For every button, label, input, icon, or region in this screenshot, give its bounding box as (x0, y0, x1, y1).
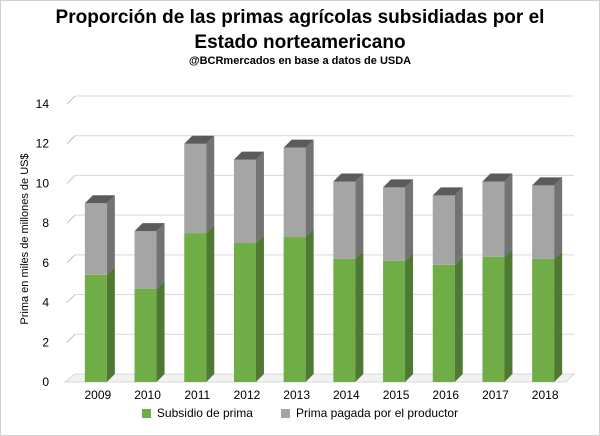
chart-legend: Subsidio de prima Prima pagada por el pr… (1, 406, 599, 420)
bar-productor-2010 (134, 231, 157, 289)
bar-productor-2018 (532, 185, 555, 259)
y-tick-label: 4 (42, 296, 49, 310)
bar-subsidio-2012 (233, 243, 256, 382)
legend-swatch-subsidio (141, 408, 151, 418)
bar-top-2009 (84, 195, 115, 204)
gridline-slant (66, 254, 76, 264)
bar-subsidio-2016 (432, 264, 455, 382)
bar-subsidio-2013 (283, 237, 306, 382)
bar-top-2018 (532, 177, 563, 186)
gridline-slant (66, 135, 76, 145)
chart-subtitle: @BCRmercados en base a datos de USDA (188, 55, 412, 67)
bar-side-0-2013 (305, 229, 314, 382)
chart-title: Proporción de las primas agrícolas subsi… (55, 7, 545, 28)
x-tick-label-2013: 2013 (283, 388, 310, 401)
bar-top-2016 (432, 187, 463, 196)
x-tick-label-2010: 2010 (134, 388, 161, 401)
bar-top-2017 (482, 173, 513, 182)
bar-side-0-2011 (206, 225, 215, 382)
bar-side-1-2014 (355, 173, 364, 259)
bar-subsidio-2011 (184, 233, 207, 382)
bar-top-2013 (283, 139, 314, 148)
x-tick-label-2009: 2009 (84, 388, 111, 401)
gridline-slant (66, 214, 76, 224)
bar-side-0-2017 (504, 248, 513, 382)
bar-subsidio-2017 (482, 256, 505, 382)
bar-productor-2012 (233, 159, 256, 243)
bar-subsidio-2015 (383, 260, 406, 382)
bar-side-1-2015 (405, 179, 414, 261)
legend-swatch-productor (280, 408, 290, 418)
bar-top-2011 (184, 135, 215, 144)
bar-side-1-2013 (305, 139, 314, 238)
bar-side-0-2014 (355, 250, 364, 382)
legend-item-productor: Prima pagada por el productor (280, 406, 459, 420)
gridline-slant (66, 95, 76, 105)
bar-subsidio-2010 (134, 288, 157, 382)
bar-productor-2011 (184, 143, 207, 234)
x-tick-label-2016: 2016 (432, 388, 459, 401)
bar-side-1-2010 (156, 223, 165, 289)
bar-productor-2009 (84, 203, 107, 275)
x-tick-label-2015: 2015 (383, 388, 410, 401)
bar-side-1-2012 (255, 151, 264, 243)
gridline-slant (66, 294, 76, 303)
bar-side-1-2016 (454, 187, 463, 265)
bar-side-0-2012 (255, 235, 264, 382)
y-tick-label: 0 (42, 375, 49, 389)
bar-side-1-2017 (504, 173, 513, 257)
x-tick-label-2012: 2012 (234, 388, 261, 401)
y-tick-label: 10 (36, 176, 50, 190)
legend-item-subsidio: Subsidio de prima (141, 406, 253, 420)
bar-side-1-2009 (106, 195, 115, 275)
bar-productor-2013 (283, 147, 306, 238)
gridline-slant (66, 333, 76, 343)
x-tick-label-2017: 2017 (482, 388, 509, 401)
bar-side-0-2010 (156, 280, 165, 382)
chart-title-line2: Estado norteamericano (194, 32, 406, 53)
chart-plot: 0 2 4 6 8 10 12 14 Prima en miles de millones de… (19, 95, 576, 401)
bar-side-1-2011 (206, 135, 215, 234)
bar-top-2015 (383, 179, 414, 188)
bar-subsidio-2009 (84, 274, 107, 382)
legend-label-productor: Prima pagada por el productor (295, 406, 459, 420)
bar-productor-2015 (383, 187, 406, 261)
bar-side-0-2018 (554, 250, 563, 382)
bar-side-0-2009 (106, 266, 115, 382)
bar-side-0-2016 (454, 256, 463, 382)
bar-productor-2016 (432, 195, 455, 265)
bar-productor-2014 (333, 181, 356, 259)
x-tick-label-2014: 2014 (333, 388, 360, 401)
legend-label-subsidio: Subsidio de prima (156, 406, 253, 420)
bar-top-2012 (233, 151, 264, 160)
y-axis-label: Prima en miles de millones de US$ (19, 153, 31, 324)
bar-subsidio-2018 (532, 258, 555, 382)
bar-side-1-2018 (554, 177, 563, 259)
x-tick-label-2018: 2018 (532, 388, 559, 401)
y-tick-label: 6 (42, 256, 49, 270)
y-tick-label: 2 (42, 335, 49, 349)
bar-subsidio-2014 (333, 258, 356, 382)
bar-side-0-2015 (405, 252, 414, 382)
y-tick-label: 14 (36, 97, 50, 111)
x-tick-label-2011: 2011 (184, 388, 210, 401)
y-tick-label: 8 (42, 216, 49, 230)
bar-productor-2017 (482, 181, 505, 257)
y-tick-label: 12 (36, 137, 50, 151)
bar-top-2014 (333, 173, 364, 182)
bar-top-2010 (134, 223, 165, 232)
gridline-slant (66, 175, 76, 184)
